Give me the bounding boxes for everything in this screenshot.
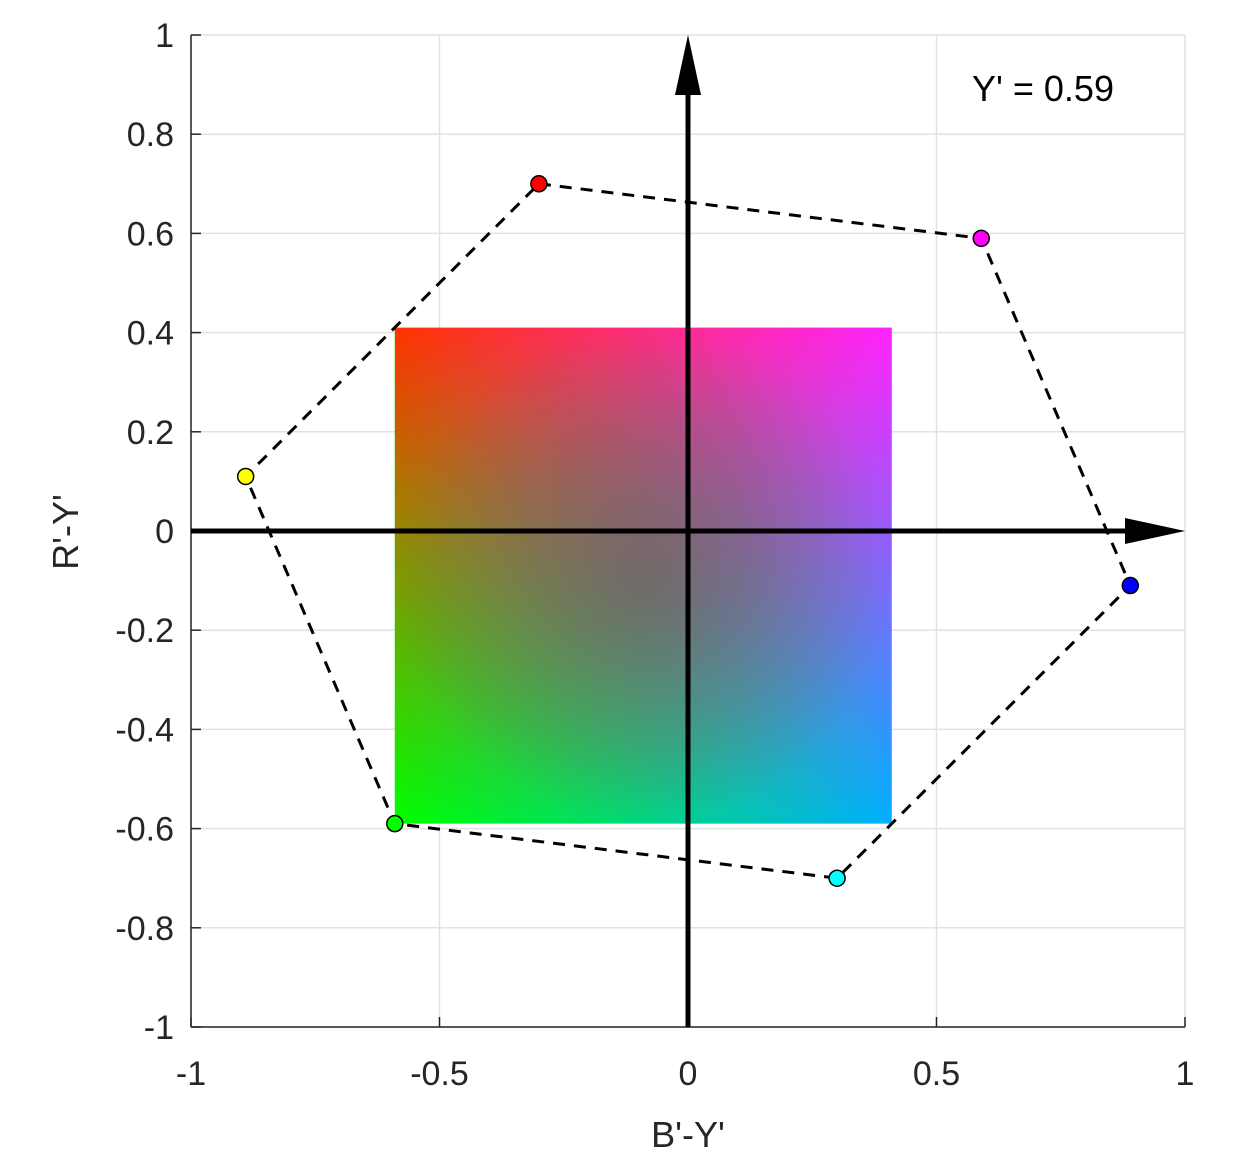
data-points — [236, 175, 1140, 887]
y-tick-label: -0.6 — [115, 811, 174, 849]
x-tick-label: 0 — [679, 1055, 698, 1093]
blue-point — [1121, 576, 1140, 595]
axis-arrows — [191, 35, 1185, 1027]
y-tick-labels: 1 0.8 0.6 0.4 0.2 0 -0.2 -0.4 -0.6 -0.8 -1 — [115, 17, 174, 1047]
y-tick-label: 0.2 — [127, 414, 174, 452]
luma-annotation: Y' = 0.59 — [972, 68, 1114, 109]
gamut-center-layer — [394, 327, 892, 824]
y-tick-label: -0.2 — [115, 612, 174, 650]
y-tick-label: 0.6 — [127, 215, 174, 253]
x-tick-label: 1 — [1176, 1055, 1195, 1093]
y-tick-label: 1 — [155, 17, 174, 55]
x-tick-label: -1 — [176, 1055, 206, 1093]
y-tick-label: 0.8 — [127, 116, 174, 154]
vertical-arrowhead — [675, 35, 701, 95]
x-tick-labels: -1 -0.5 0 0.5 1 — [176, 1055, 1195, 1093]
x-tick-label: -0.5 — [410, 1055, 469, 1093]
magenta-point — [972, 229, 990, 248]
gamut-square — [394, 327, 892, 824]
y-tick-label: 0.4 — [127, 315, 174, 353]
y-tick-label: -1 — [144, 1009, 174, 1047]
cyan-point — [828, 869, 846, 887]
y-tick-label: -0.8 — [115, 910, 174, 948]
y-tick-label: 0 — [155, 513, 174, 551]
y-tick-label: -0.4 — [115, 711, 174, 749]
yellow-point — [236, 467, 255, 486]
x-axis-label: B'-Y' — [651, 1114, 725, 1155]
red-point — [530, 175, 548, 193]
green-point — [386, 814, 404, 833]
y-axis-label: R'-Y' — [45, 494, 86, 570]
x-tick-label: 0.5 — [913, 1055, 960, 1093]
horizontal-arrowhead — [1125, 518, 1185, 544]
